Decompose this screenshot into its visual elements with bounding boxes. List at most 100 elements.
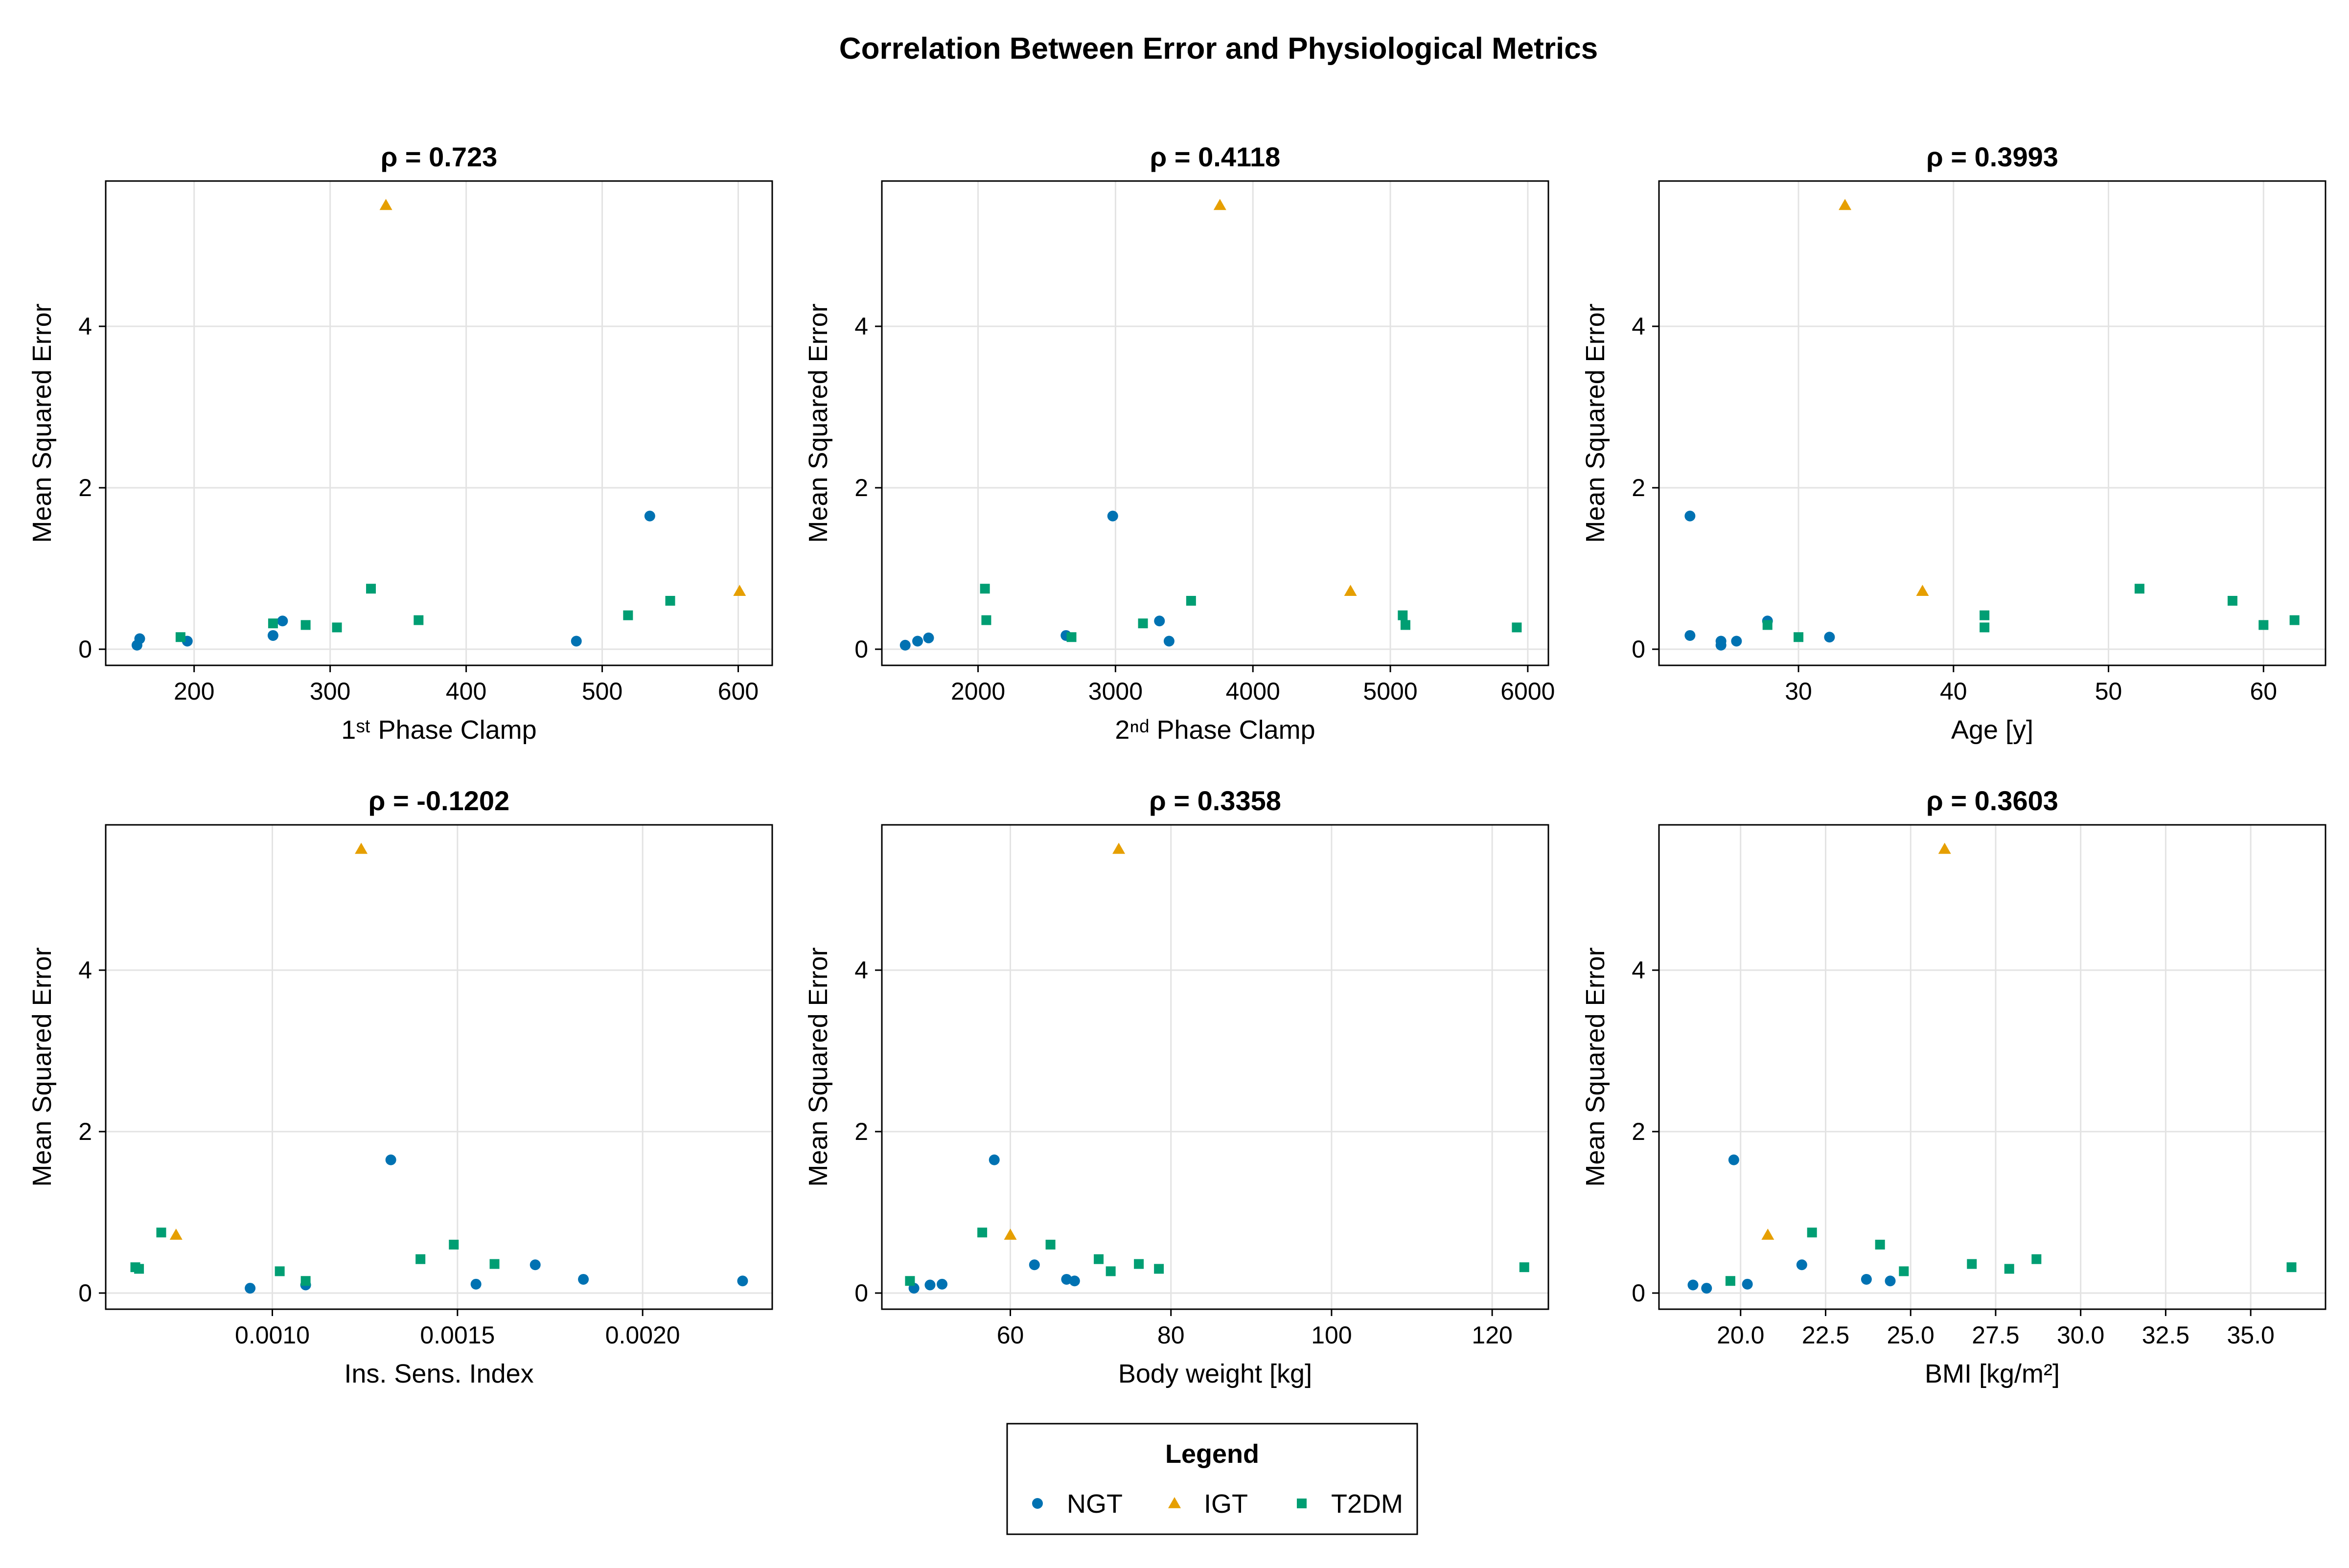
data-point-t2dm [2227, 596, 2237, 606]
data-point-ngt [1107, 510, 1118, 522]
panel-title: ρ = 0.4118 [1150, 141, 1281, 172]
data-point-ngt [1684, 630, 1696, 641]
x-tick-label: 3000 [1088, 678, 1143, 705]
data-point-t2dm [1400, 620, 1410, 630]
y-tick-label: 0 [854, 636, 868, 663]
data-point-t2dm [1899, 1266, 1909, 1276]
data-point-t2dm [1794, 632, 1804, 642]
x-tick-label: 60 [2250, 678, 2277, 705]
data-point-ngt [989, 1154, 1000, 1165]
data-point-t2dm [489, 1259, 500, 1269]
data-point-ngt [385, 1154, 396, 1165]
legend-box [1006, 1423, 1418, 1535]
data-point-ngt [1731, 636, 1742, 647]
y-axis-label: Mean Squared Error [1581, 303, 1610, 543]
x-axis-label: 1ˢᵗ Phase Clamp [341, 715, 536, 745]
data-point-t2dm [1138, 618, 1148, 629]
data-point-t2dm [2134, 584, 2144, 594]
data-point-t2dm [1398, 610, 1408, 620]
plot-frame [881, 180, 1549, 666]
data-point-ngt [1885, 1275, 1896, 1287]
data-point-ngt [1684, 510, 1696, 522]
data-point-igt [355, 842, 368, 854]
x-tick-label: 35.0 [2227, 1321, 2274, 1349]
plot-frame [1658, 824, 2326, 1310]
data-point-ngt [1796, 1259, 1807, 1271]
y-tick-label: 4 [1632, 313, 1645, 340]
scatter-panel: 0.0010 0.0015 0.0020 0 2 4 ρ = -0.1202 Ins. Sen… [27, 785, 773, 1388]
data-point-ngt [737, 1275, 748, 1287]
y-tick-label: 2 [854, 474, 868, 501]
data-point-t2dm [980, 584, 990, 594]
data-point-t2dm [1875, 1240, 1885, 1250]
plot-frame [1658, 180, 2326, 666]
panel-title: ρ = 0.3993 [1926, 141, 2058, 172]
data-point-t2dm [366, 584, 376, 594]
data-point-t2dm [1094, 1254, 1104, 1264]
data-point-t2dm [300, 620, 311, 630]
data-point-ngt [470, 1278, 482, 1290]
x-tick-label: 30.0 [2057, 1321, 2104, 1349]
scatter-panel: 30 40 50 60 0 2 4 ρ = 0.3993 Age [y] Mean Squared… [1581, 141, 2326, 745]
x-tick-label: 27.5 [1972, 1321, 2019, 1349]
data-point-ngt [1154, 615, 1165, 627]
data-point-ngt [1163, 636, 1174, 647]
data-point-t2dm [2031, 1254, 2042, 1264]
data-point-ngt [1728, 1154, 1739, 1165]
data-point-ngt [134, 633, 145, 644]
x-tick-label: 60 [997, 1321, 1024, 1349]
plot-frame [105, 180, 773, 666]
data-point-ngt [245, 1283, 256, 1294]
data-point-ngt [1069, 1275, 1080, 1287]
panel-title: ρ = 0.3603 [1926, 785, 2058, 816]
data-point-ngt [571, 636, 582, 647]
y-tick-label: 4 [78, 313, 92, 340]
y-tick-label: 0 [1632, 636, 1645, 663]
y-tick-label: 4 [854, 956, 868, 984]
legend-label-igt: IGT [1204, 1489, 1248, 1519]
x-tick-label: 4000 [1226, 678, 1280, 705]
x-tick-label: 600 [718, 678, 759, 705]
data-point-ngt [530, 1259, 541, 1271]
data-point-igt [1344, 585, 1357, 596]
data-point-ngt [1061, 1273, 1072, 1285]
y-tick-label: 4 [78, 956, 92, 984]
scatter-panel: 200 300 400 500 600 0 2 4 ρ = 0.723 1ˢᵗ Phase Cla… [27, 141, 773, 745]
data-point-t2dm [2004, 1264, 2014, 1274]
x-tick-label: 0.0020 [605, 1321, 680, 1349]
data-point-igt [1761, 1228, 1774, 1240]
data-point-igt [1112, 842, 1126, 854]
data-point-t2dm [981, 615, 991, 625]
y-tick-label: 4 [1632, 956, 1645, 984]
data-point-igt [733, 585, 746, 596]
data-point-ngt [1715, 639, 1727, 651]
x-tick-label: 50 [2095, 678, 2122, 705]
data-point-t2dm [1066, 632, 1077, 642]
data-point-t2dm [977, 1227, 988, 1238]
x-tick-label: 32.5 [2142, 1321, 2189, 1349]
y-tick-label: 2 [1632, 1118, 1645, 1145]
data-point-t2dm [1045, 1240, 1056, 1250]
data-point-ngt [1824, 632, 1835, 643]
data-point-ngt [644, 510, 655, 522]
data-point-t2dm [332, 622, 342, 633]
scatter-panel: 60 80 100 120 0 2 4 ρ = 0.3358 Body weight [kg] M… [804, 785, 1549, 1388]
data-point-t2dm [415, 1254, 426, 1264]
data-point-t2dm [2289, 615, 2300, 625]
x-tick-label: 22.5 [1802, 1321, 1849, 1349]
data-point-t2dm [2286, 1262, 2297, 1273]
legend-marker-ngt [1032, 1498, 1043, 1509]
data-point-ngt [1029, 1259, 1040, 1271]
legend: Legend NGT IGT T2DM [1006, 1423, 1418, 1535]
data-point-t2dm [1725, 1276, 1735, 1286]
data-point-igt [1004, 1228, 1017, 1240]
data-point-t2dm [1807, 1227, 1817, 1238]
data-point-ngt [1742, 1278, 1753, 1290]
data-point-t2dm [300, 1276, 311, 1286]
plot-frame [881, 824, 1549, 1310]
data-point-igt [1916, 585, 1929, 596]
data-point-t2dm [623, 610, 633, 620]
y-axis-label: Mean Squared Error [1581, 947, 1610, 1186]
